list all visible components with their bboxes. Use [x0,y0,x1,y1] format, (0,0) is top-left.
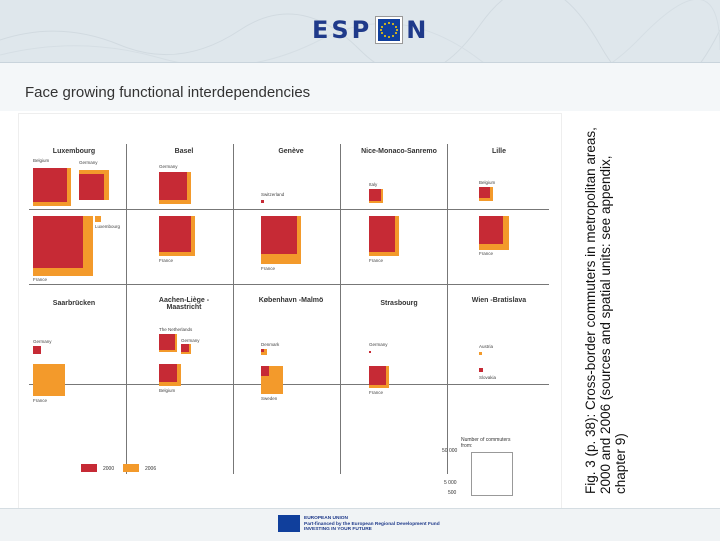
legend-value-3: 500 [448,490,457,496]
grid-vertical-4 [447,144,448,474]
wien-austria-2006 [479,352,482,355]
kob-denmark-2000 [261,349,264,352]
figure-caption: Fig. 3 (p. 38): Cross-border commuters i… [583,118,663,494]
legend-label-2006: 2006 [145,466,157,472]
saar-france-2006 [33,364,65,396]
lille-france-2000 [479,216,503,244]
footer-bar [0,508,720,541]
label-france-lille: France [479,251,494,256]
espon-logo[interactable]: ESP N [312,14,429,46]
lux-france-2000 [33,216,83,268]
label-germany-stras: Germany [369,342,388,347]
legend-label-2000: 2000 [103,466,115,472]
geneve-switzerland-2000 [261,200,264,203]
aachen-netherlands-2000 [159,334,175,350]
city-luxembourg: Luxembourg [52,148,96,155]
aachen-belgium-2000 [159,364,177,382]
label-germany-saar: Germany [33,339,52,344]
nice-france-2000 [369,216,395,252]
label-belgium: Belgium [33,158,50,163]
footer-line-3: INVESTING IN YOUR FUTURE [304,527,372,532]
label-france-nice: France [369,258,384,263]
legend-size-box [471,452,513,496]
nice-italy-2000 [369,189,381,201]
label-france-stras: France [369,390,384,395]
map-background [0,0,720,62]
aachen-germany-2000 [181,344,189,352]
geneve-france-2000 [261,216,297,254]
city-strasbourg: Strasbourg [380,300,418,307]
basel-france-2000 [159,216,191,252]
label-germany-aachen: Germany [181,338,200,343]
eu-flag-icon [278,515,300,532]
label-switzerland: Switzerland [261,192,285,197]
city-kobenhavn: København -Malmö [258,297,324,304]
label-sweden: Sweden [261,396,278,401]
label-netherlands: The Netherlands [159,327,193,332]
footer-line-1: EUROPEAN UNION [304,516,348,521]
label-france-saar: France [33,398,48,403]
label-luxembourg: Luxembourg [95,224,121,229]
saar-germany-2000 [33,346,41,354]
label-belgium-aachen: Belgium [159,388,176,393]
kob-sweden-2000 [261,366,269,376]
lille-belgium-2000 [479,187,490,198]
grid-vertical-3 [340,144,341,474]
grid-vertical-1 [126,144,127,474]
label-slovakia: Slovakia [479,375,497,380]
eu-stars-icon [375,16,404,44]
grid-horizontal-2 [29,284,549,285]
grid-vertical-2 [233,144,234,474]
legend-swatch-2000 [81,464,97,472]
lux-germany-2000 [79,174,104,200]
logo-text-left: ESP [312,16,373,44]
header-banner: ESP N [0,0,720,62]
legend-title: Number of commuters from: [461,437,511,449]
legend-value-2: 5 000 [444,480,457,486]
lux-belgium-2000 [33,168,67,202]
label-france-lux: France [33,277,48,282]
lux-luxembourg-2006 [95,216,101,222]
legend-swatch-2006 [123,464,139,472]
caption-text: Fig. 3 (p. 38): Cross-border commuters i… [583,127,628,494]
label-germany: Germany [79,160,98,165]
city-wien: Wien -Bratislava [471,297,527,304]
label-france-basel: France [159,258,174,263]
grid-horizontal-1 [29,209,549,210]
city-nice: Nice-Monaco-Sanremo [361,148,437,155]
logo-text-right: N [406,16,430,44]
commuter-figure: Luxembourg Basel Genève Nice-Monaco-Sanr… [18,113,562,510]
footer-line-2: Part-financed by the European Regional D… [304,521,440,527]
city-aachen: Aachen-Liège -Maastricht [158,297,210,311]
legend-value-1: 50 000 [442,448,458,454]
slide-title: Face growing functional interdependencie… [25,84,311,101]
wien-slovakia-2000 [479,368,483,372]
label-denmark: Denmark [261,342,280,347]
stras-france-2000 [369,366,386,385]
grid-horizontal-3 [29,384,549,385]
label-germany-basel: Germany [159,164,178,169]
label-austria: Austria [479,344,494,349]
city-lille: Lille [491,148,506,155]
city-saarbrucken: Saarbrücken [52,300,96,307]
kob-denmark-2006 [261,349,267,355]
city-basel: Basel [174,148,194,155]
city-geneve: Genève [278,148,304,155]
footer-text: EUROPEAN UNION Part-financed by the Euro… [304,516,444,533]
basel-germany-2000 [159,172,187,200]
stras-germany-2000 [369,351,371,353]
title-band [0,62,720,111]
label-belgium-lille: Belgium [479,180,496,185]
label-france-geneve: France [261,266,276,271]
label-italy: Italy [369,182,378,187]
